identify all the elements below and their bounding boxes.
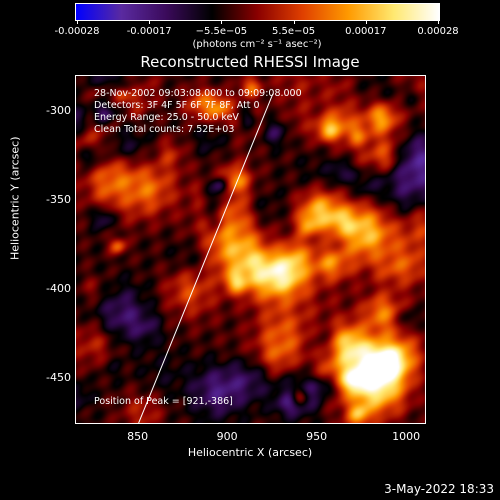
y-tick-label: -400 <box>46 281 71 295</box>
y-tick-label: -300 <box>46 103 71 117</box>
x-tick-label: 1000 <box>392 430 421 443</box>
annotation-energy: Energy Range: 25.0 - 50.0 keV <box>94 112 239 123</box>
limb-line <box>138 93 274 423</box>
colorbar-tick-label: -0.00017 <box>126 26 172 37</box>
y-tick-label: -350 <box>46 192 71 206</box>
colorbar-units: (photons cm⁻² s⁻¹ asec⁻²) <box>192 39 322 50</box>
colorbar-tick-label: -0.00028 <box>54 26 100 37</box>
colorbar-tick-mark <box>293 20 295 24</box>
annotation-time: 28-Nov-2002 09:03:08.000 to 09:09:08.000 <box>94 88 302 99</box>
timestamp: 3-May-2022 18:33 <box>384 482 494 496</box>
plot-title: Reconstructed RHESSI Image <box>140 53 360 71</box>
annotation-peak: Position of Peak = [921,-386] <box>94 396 233 407</box>
colorbar <box>75 3 440 21</box>
colorbar-tick-label: 0.00017 <box>345 26 387 37</box>
annotation-detectors: Detectors: 3F 4F 5F 6F 7F 8F, Att 0 <box>94 100 260 111</box>
y-tick-label: -450 <box>46 370 71 384</box>
x-tick-label: 950 <box>306 430 328 443</box>
colorbar-tick-label: 0.00028 <box>417 26 459 37</box>
y-axis-label: Heliocentric Y (arcsec) <box>8 136 22 260</box>
colorbar-tick-mark <box>221 20 223 24</box>
plot-area: 28-Nov-2002 09:03:08.000 to 09:09:08.000… <box>75 75 426 424</box>
annotation-clean: Clean Total counts: 7.52E+03 <box>94 124 235 135</box>
colorbar-tick-mark <box>149 20 151 24</box>
heatmap-image <box>76 76 425 423</box>
x-axis-label: Heliocentric X (arcsec) <box>187 446 313 459</box>
colorbar-tick-label: 5.5e−05 <box>272 26 316 37</box>
colorbar-tick-mark <box>77 20 78 24</box>
x-tick-label: 850 <box>127 430 149 443</box>
x-tick-label: 900 <box>216 430 238 443</box>
colorbar-tick-label: −5.5e−05 <box>195 26 248 37</box>
limb-line-svg <box>138 93 274 423</box>
colorbar-tick-mark <box>438 20 439 24</box>
colorbar-tick-mark <box>365 20 367 24</box>
